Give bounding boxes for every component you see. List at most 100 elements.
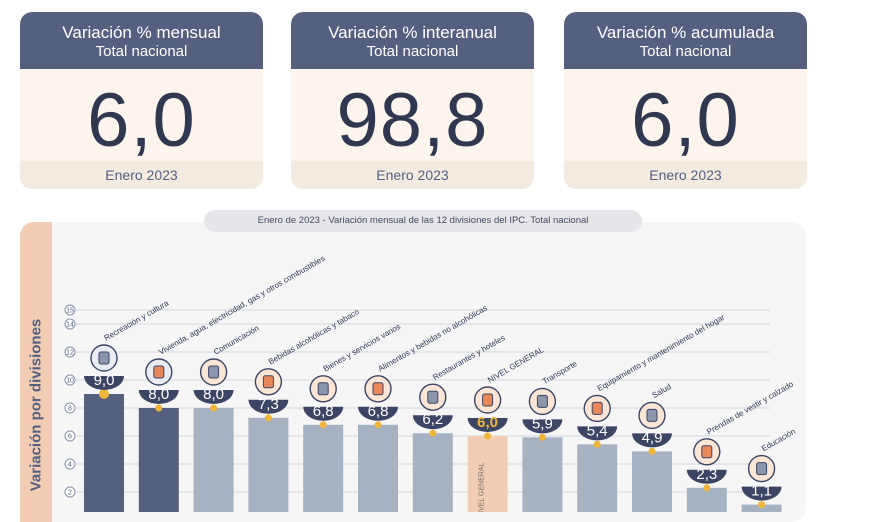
data-label: 5,4 bbox=[587, 422, 608, 439]
bar bbox=[741, 504, 782, 512]
phone-icon bbox=[199, 358, 228, 386]
card-subtitle: Total nacional bbox=[639, 43, 732, 60]
y-tick-marker bbox=[64, 304, 76, 316]
y-tick-marker bbox=[64, 430, 76, 442]
value-marker bbox=[264, 414, 272, 422]
y-tick-marker bbox=[64, 318, 76, 330]
bar bbox=[686, 487, 727, 512]
monthly-card: Variación % mensual Total nacional 6,0 E… bbox=[20, 12, 263, 189]
icon-detail bbox=[317, 382, 329, 396]
icon-detail bbox=[372, 382, 384, 396]
card-period: Enero 2023 bbox=[20, 161, 263, 189]
y-tick-label: 10 bbox=[66, 378, 74, 385]
recreation-icon bbox=[90, 344, 118, 372]
bar bbox=[193, 408, 234, 512]
y-tick-label: 14 bbox=[66, 322, 74, 329]
data-label: 4,9 bbox=[642, 429, 663, 446]
value-marker bbox=[648, 447, 656, 455]
card-header: Variación % interanual Total nacional bbox=[291, 12, 534, 69]
bar bbox=[412, 433, 453, 512]
cutlery-icon bbox=[419, 383, 447, 411]
data-label: 6,8 bbox=[313, 403, 334, 420]
lightbulb-icon bbox=[145, 358, 173, 386]
data-label: 8,0 bbox=[203, 386, 224, 403]
y-tick-label: 2 bbox=[68, 490, 72, 497]
category-label: Educación bbox=[760, 427, 797, 453]
card-title: Variación % acumulada bbox=[596, 23, 775, 42]
bar bbox=[84, 394, 124, 512]
bar-inner-label: NIVEL GENERAL bbox=[479, 463, 486, 512]
card-value: 98,8 bbox=[336, 78, 489, 163]
health-cross-icon bbox=[638, 401, 666, 430]
bar bbox=[467, 436, 508, 512]
clothes-icon bbox=[693, 438, 721, 466]
card-title: Variación % mensual bbox=[62, 23, 221, 42]
card-value: 6,0 bbox=[87, 78, 196, 163]
card-header: Variación % mensual Total nacional bbox=[20, 12, 263, 69]
category-label: Alimentos y bebidas no alcohólicas bbox=[377, 303, 489, 373]
card-subtitle: Total nacional bbox=[95, 43, 188, 60]
value-marker bbox=[484, 432, 492, 440]
bar bbox=[138, 408, 179, 512]
value-marker bbox=[319, 421, 327, 429]
card-period: Enero 2023 bbox=[564, 161, 807, 189]
icon-detail bbox=[262, 375, 274, 389]
value-badge bbox=[632, 433, 672, 448]
y-tick-marker bbox=[64, 486, 76, 498]
value-badge bbox=[577, 426, 618, 441]
bottle-icon bbox=[254, 368, 283, 396]
data-label: 1,1 bbox=[751, 483, 772, 500]
notebook-icon bbox=[747, 454, 776, 483]
category-label: Recreación y cultura bbox=[103, 298, 171, 343]
value-marker bbox=[155, 404, 163, 412]
card-period: Enero 2023 bbox=[291, 161, 534, 189]
card-header: Variación % acumulada Total nacional bbox=[564, 12, 807, 69]
data-label: 9,0 bbox=[94, 372, 115, 389]
interannual-card: Variación % interanual Total nacional 98… bbox=[291, 12, 534, 189]
y-tick-label: 4 bbox=[68, 462, 72, 469]
value-badge bbox=[522, 419, 563, 434]
bar bbox=[248, 417, 289, 512]
bar bbox=[358, 424, 398, 512]
washer-icon bbox=[583, 394, 611, 423]
icon-detail bbox=[208, 365, 220, 379]
data-label: 6,2 bbox=[422, 411, 443, 428]
bar bbox=[303, 424, 344, 512]
data-label: 7,3 bbox=[258, 396, 279, 413]
y-tick-label: 12 bbox=[66, 350, 74, 357]
bar bbox=[577, 444, 618, 512]
icon-detail bbox=[756, 462, 768, 476]
y-tick-marker bbox=[64, 346, 76, 358]
data-label: 8,0 bbox=[148, 386, 169, 403]
value-marker bbox=[758, 501, 766, 509]
side-label-bar bbox=[20, 222, 52, 522]
y-tick-marker bbox=[64, 458, 76, 470]
y-tick-marker bbox=[64, 374, 76, 386]
data-label: 6,8 bbox=[368, 403, 389, 420]
value-badge bbox=[686, 469, 727, 484]
card-value: 6,0 bbox=[631, 78, 740, 163]
icon-detail bbox=[536, 394, 548, 408]
food-icon bbox=[364, 375, 392, 403]
icon-detail bbox=[482, 393, 494, 407]
value-marker bbox=[703, 484, 711, 492]
category-label: NIVEL GENERAL bbox=[486, 345, 546, 385]
data-label: 5,9 bbox=[532, 415, 553, 432]
value-marker bbox=[99, 389, 109, 399]
icon-detail bbox=[427, 390, 439, 404]
value-marker bbox=[429, 429, 437, 437]
bar bbox=[632, 451, 672, 512]
y-tick-label: 6 bbox=[68, 434, 72, 441]
icon-detail bbox=[646, 408, 658, 422]
value-badge bbox=[84, 376, 124, 390]
card-subtitle: Total nacional bbox=[366, 43, 459, 60]
icon-detail bbox=[701, 445, 713, 459]
value-badge bbox=[358, 406, 398, 421]
value-marker bbox=[210, 404, 218, 412]
value-badge bbox=[303, 406, 344, 421]
value-badge bbox=[467, 418, 508, 432]
icon-detail bbox=[153, 365, 165, 379]
data-label: 2,3 bbox=[696, 466, 717, 483]
value-badge bbox=[193, 390, 234, 404]
value-badge bbox=[138, 390, 179, 404]
